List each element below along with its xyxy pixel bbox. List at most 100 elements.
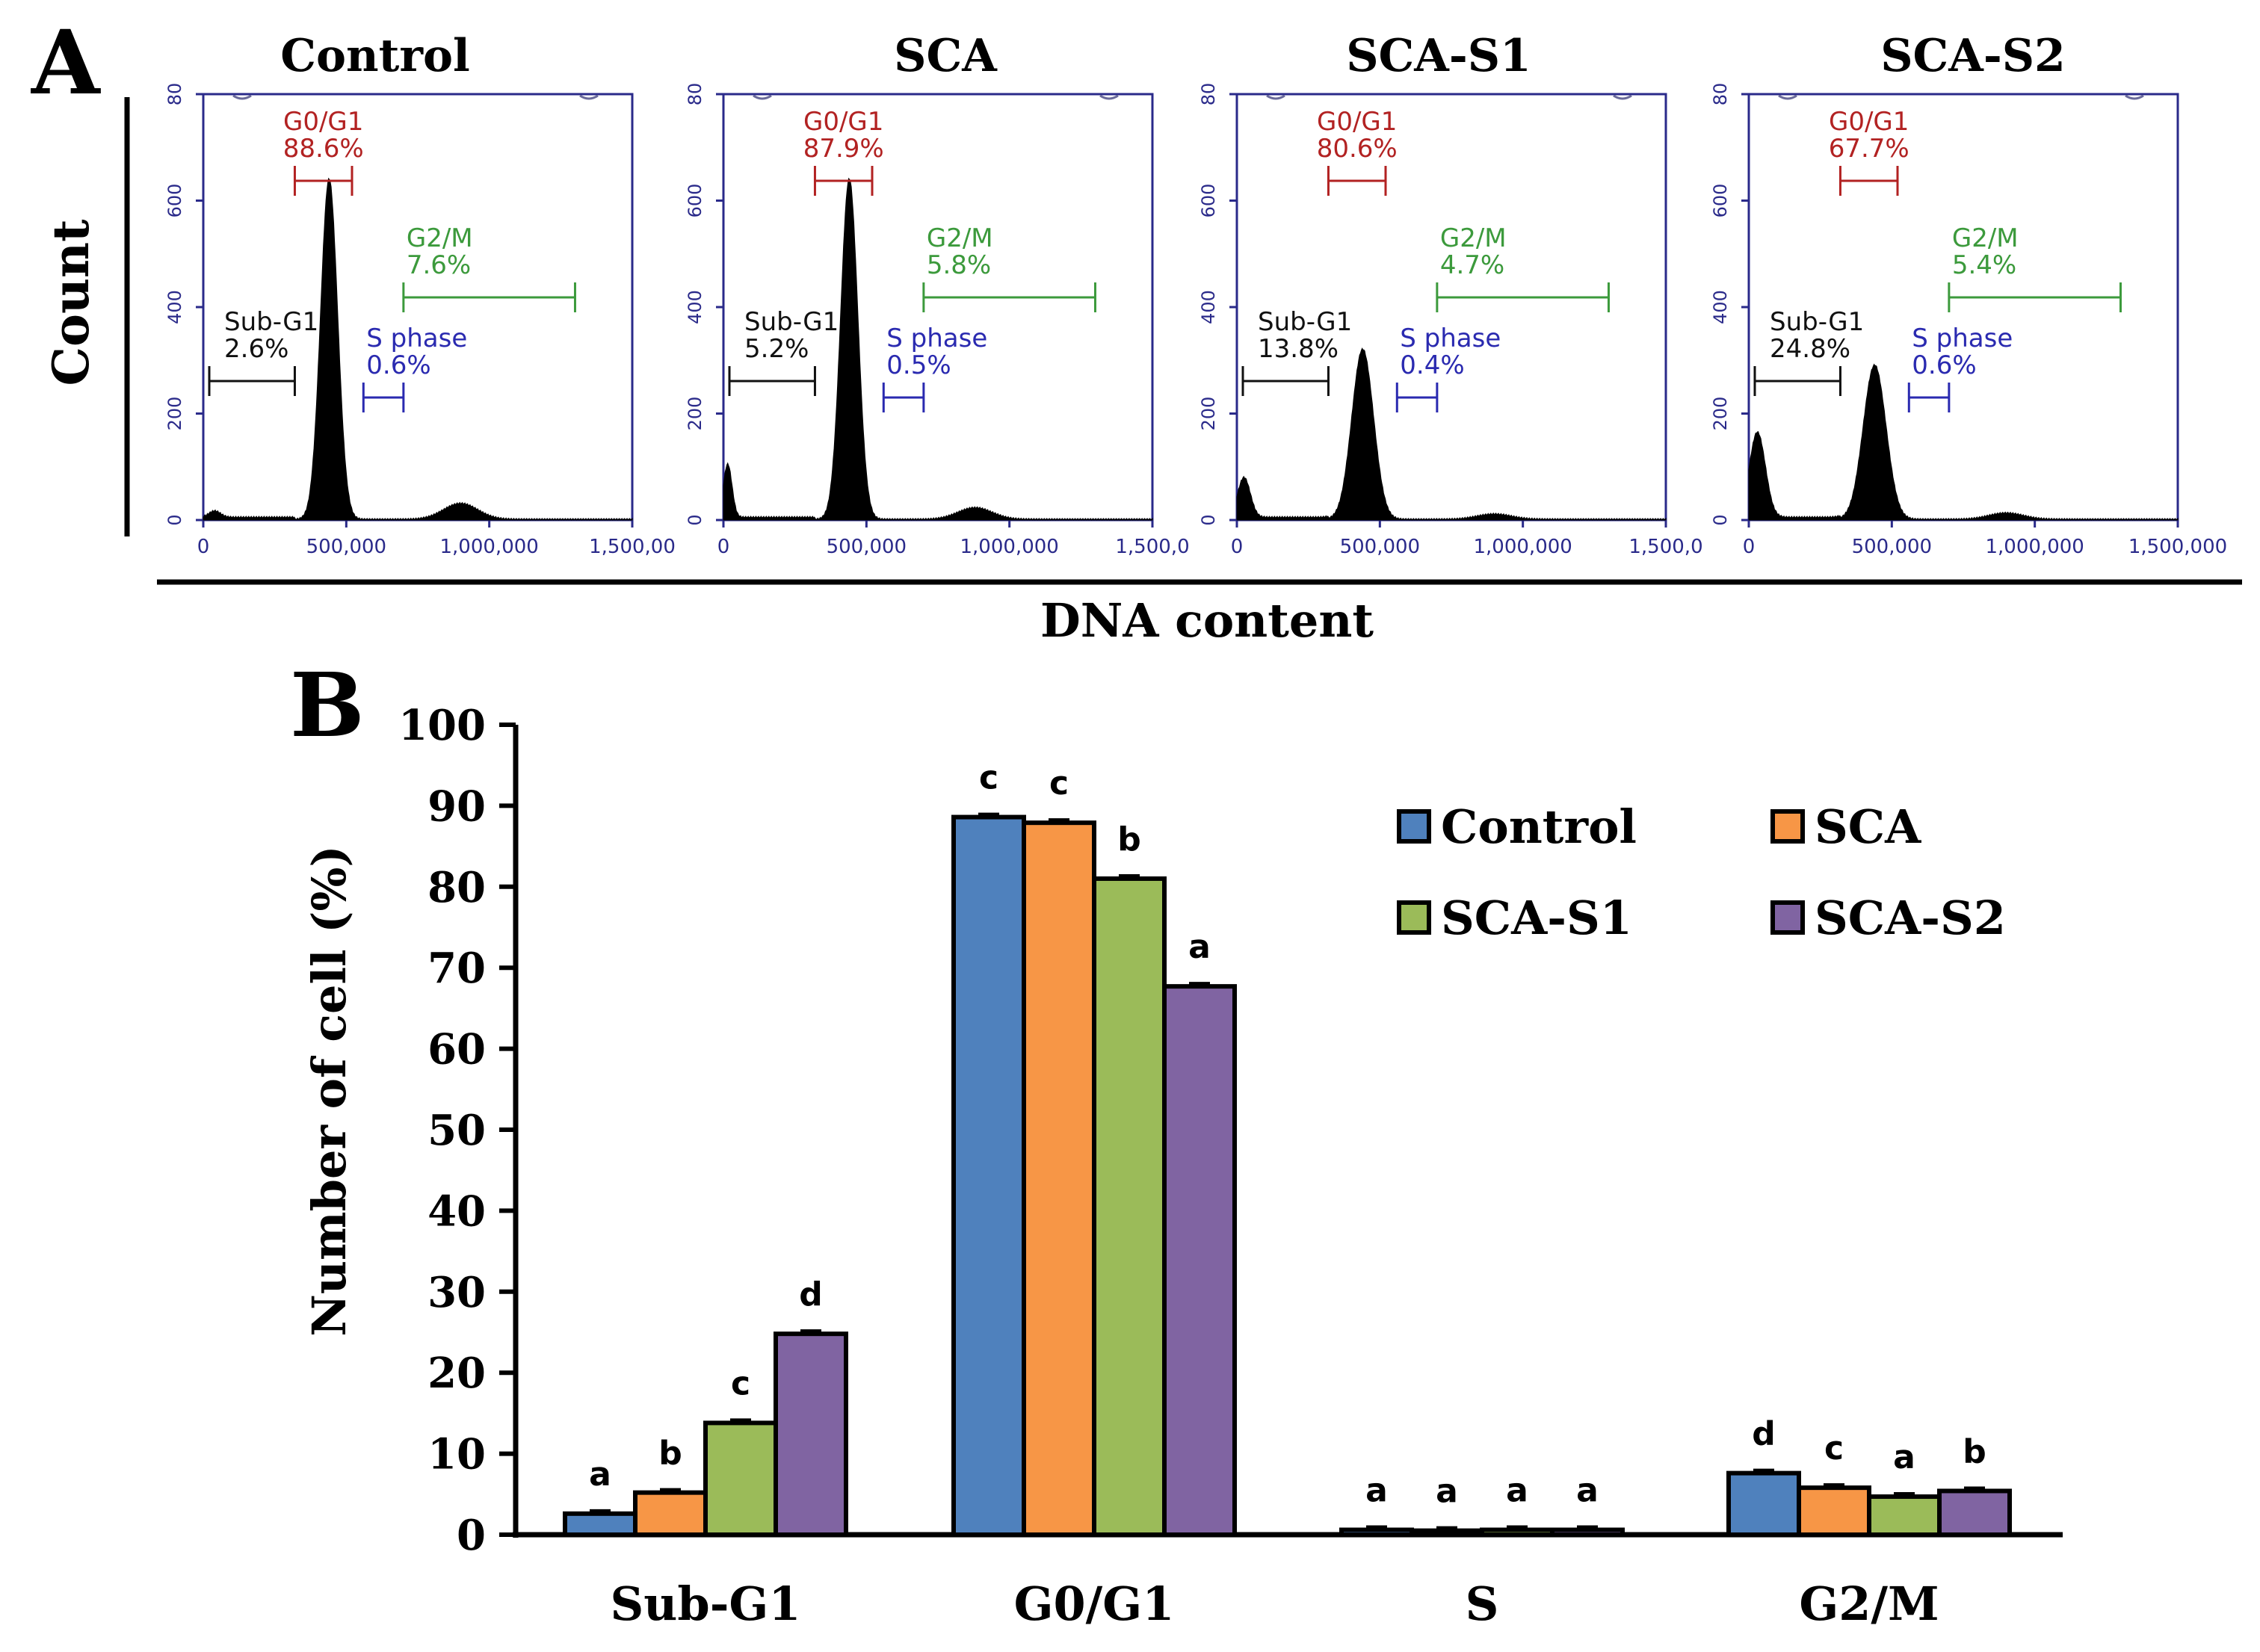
x-tick-label-sca-s1-0: 0 <box>1231 536 1244 558</box>
bar-significance-label-sca-s2-sub-g1: d <box>799 1275 823 1314</box>
histogram-area-sca-s1 <box>1236 347 1667 521</box>
y-tick-label-sca-s2-1: 200 <box>1710 397 1731 431</box>
legend-label-control: Control <box>1441 799 1637 854</box>
panel-b-bar-chart: 0 10 20 30 40 50 60 70 80 90 100 Sub-G1 a b c d G0/G1 c c b… <box>398 701 2063 1631</box>
bar-sca-s1-g2-m <box>1867 1494 1942 1538</box>
bar-significance-label-sca-g2-m: c <box>1824 1429 1844 1467</box>
gate-label-sca-s-phase: S phase <box>886 324 987 353</box>
gate-value-sca-s2-s-phase: 0.6% <box>1912 350 1976 380</box>
histogram-top-clip-control <box>232 94 599 100</box>
x-tick-label-sca-3: 1,500,0 <box>1115 536 1189 558</box>
y-tick-label-sca-s1-1: 200 <box>1198 397 1219 431</box>
gate-value-sca-s-phase: 0.5% <box>886 350 951 380</box>
y-tick-label-sca-1: 200 <box>685 397 706 431</box>
bar-sca-s2-g0-g1 <box>1162 984 1237 1537</box>
histogram-area-sca <box>723 177 1153 521</box>
gate-value-sca-s2-g0-g1: 67.7% <box>1829 134 1909 164</box>
bar-y-tick-label-8: 80 <box>427 863 486 912</box>
y-tick-label-sca-0: 0 <box>685 514 706 525</box>
bar-significance-label-control-g2-m: d <box>1752 1415 1776 1453</box>
bar-category-label-sub-g1: Sub-G1 <box>610 1577 800 1631</box>
bar-sca-s2-sub-g1 <box>774 1331 848 1537</box>
bar-sca-s2-s <box>1550 1527 1625 1537</box>
bar-category-label-g0-g1: G0/G1 <box>1014 1577 1175 1631</box>
y-tick-label-sca-s2-0: 0 <box>1710 514 1731 525</box>
legend-label-sca: SCA <box>1815 799 1921 854</box>
gate-value-control-s-phase: 0.6% <box>366 350 430 380</box>
histogram-title-control: Control <box>280 30 470 82</box>
panel-a-x-title: DNA content <box>1040 593 1374 648</box>
gate-label-control-g2-m: G2/M <box>407 223 473 253</box>
bar-significance-label-sca-s2-s: a <box>1576 1471 1599 1509</box>
bar-sca-g0-g1 <box>1022 820 1096 1537</box>
gate-label-control-sub-g1: Sub-G1 <box>224 307 318 337</box>
gate-label-sca-s2-s-phase: S phase <box>1912 324 2013 353</box>
y-tick-label-control-3: 600 <box>164 184 185 218</box>
bar-sca-g2-m <box>1797 1485 1871 1538</box>
x-tick-label-sca-s1-2: 1,000,000 <box>1474 536 1572 558</box>
bar-category-label-g2-m: G2/M <box>1799 1577 1939 1631</box>
gate-value-sca-s1-g0-g1: 80.6% <box>1317 134 1398 164</box>
bar-control-g0-g1 <box>951 814 1026 1538</box>
bar-significance-label-sca-sub-g1: b <box>658 1435 682 1473</box>
bar-significance-label-control-sub-g1: a <box>589 1455 611 1494</box>
x-tick-label-control-2: 1,000,000 <box>440 536 539 558</box>
bar-y-tick-label-4: 40 <box>427 1187 486 1236</box>
bar-control-s <box>1339 1527 1414 1537</box>
y-tick-label-control-4: 80 <box>164 83 185 106</box>
y-tick-label-sca-s2-4: 80 <box>1710 83 1731 106</box>
y-tick-label-control-2: 400 <box>164 290 185 324</box>
histogram-area-sca-s2 <box>1748 363 2179 521</box>
gate-label-sca-s1-g0-g1: G0/G1 <box>1317 107 1397 137</box>
gate-value-control-g2-m: 7.6% <box>407 250 471 280</box>
y-tick-label-sca-s1-3: 600 <box>1198 184 1219 218</box>
gate-label-sca-sub-g1: Sub-G1 <box>744 307 839 337</box>
x-tick-label-control-1: 500,000 <box>306 536 387 558</box>
x-tick-label-sca-s2-2: 1,000,000 <box>1986 536 2084 558</box>
x-tick-label-sca-0: 0 <box>717 536 730 558</box>
legend-swatch-sca-s2 <box>1770 900 1805 935</box>
gate-value-sca-s2-sub-g1: 24.8% <box>1770 334 1850 364</box>
bar-control-sub-g1 <box>563 1511 637 1538</box>
bar-significance-label-sca-s1-s: a <box>1506 1471 1528 1509</box>
bar-y-tick-label-10: 100 <box>398 701 486 750</box>
bar-significance-label-control-s: a <box>1365 1471 1388 1509</box>
gate-label-sca-g0-g1: G0/G1 <box>803 107 883 137</box>
gate-label-sca-s1-sub-g1: Sub-G1 <box>1258 307 1352 337</box>
panel-a-y-title: Count <box>42 219 100 386</box>
bar-y-tick-label-0: 0 <box>457 1511 486 1560</box>
gate-label-sca-s2-g0-g1: G0/G1 <box>1829 107 1909 137</box>
bar-control-g2-m <box>1726 1470 1801 1537</box>
y-tick-label-sca-2: 400 <box>685 290 706 324</box>
gate-value-sca-sub-g1: 5.2% <box>744 334 809 364</box>
bar-significance-label-sca-s: a <box>1436 1473 1458 1511</box>
bar-y-tick-label-6: 60 <box>427 1025 486 1074</box>
bar-y-tick-label-1: 10 <box>427 1430 486 1479</box>
gate-value-sca-g0-g1: 87.9% <box>803 134 884 164</box>
bar-y-tick-label-5: 50 <box>427 1106 486 1155</box>
x-tick-label-sca-2: 1,000,000 <box>960 536 1059 558</box>
bar-significance-label-control-g0-g1: c <box>979 759 998 797</box>
gate-label-sca-s2-g2-m: G2/M <box>1952 223 2019 253</box>
bar-sca-sub-g1 <box>633 1490 708 1537</box>
gate-value-sca-g2-m: 5.8% <box>927 250 991 280</box>
gate-label-sca-g2-m: G2/M <box>927 223 993 253</box>
gate-value-sca-s1-s-phase: 0.4% <box>1400 350 1464 380</box>
gate-label-control-g0-g1: G0/G1 <box>283 107 363 137</box>
bar-y-tick-label-9: 90 <box>427 782 486 831</box>
gate-value-sca-s1-g2-m: 4.7% <box>1440 250 1504 280</box>
legend-label-sca-s2: SCA-S2 <box>1815 891 2006 945</box>
bar-y-tick-label-7: 70 <box>427 944 486 993</box>
x-tick-label-sca-s1-3: 1,500,0 <box>1628 536 1702 558</box>
bar-sca-s1-sub-g1 <box>703 1420 778 1537</box>
histogram-top-clip-sca-s1 <box>1266 94 1632 100</box>
gate-value-control-sub-g1: 2.6% <box>224 334 288 364</box>
x-tick-label-sca-s2-3: 1,500,000 <box>2128 536 2227 558</box>
x-tick-label-sca-s2-0: 0 <box>1743 536 1756 558</box>
y-tick-label-sca-s1-0: 0 <box>1198 514 1219 525</box>
histogram-top-clip-sca-s2 <box>1778 94 2144 100</box>
